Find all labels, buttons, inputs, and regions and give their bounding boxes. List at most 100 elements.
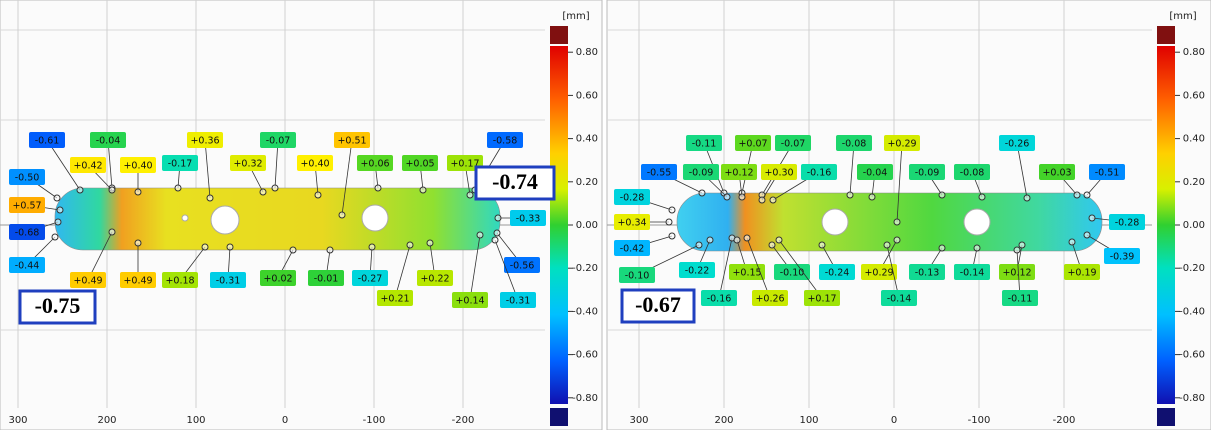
callout-label: +0.29 — [887, 139, 916, 150]
anchor-point — [427, 240, 433, 246]
colorbar-label: 0.00 — [1183, 220, 1205, 231]
colorbar-top — [550, 26, 568, 44]
x-tick-label: 200 — [714, 415, 733, 426]
callout-label: -0.68 — [15, 228, 40, 239]
callout-label: +0.26 — [755, 294, 784, 305]
anchor-point — [1024, 195, 1030, 201]
colorbar-label: -0.60 — [572, 350, 598, 361]
extreme-label: -0.67 — [635, 292, 681, 317]
anchor-point — [869, 194, 875, 200]
anchor-point — [109, 187, 115, 193]
callout-label: -0.13 — [915, 268, 940, 279]
callout-label: +0.22 — [420, 274, 449, 285]
callout-label: +0.17 — [807, 294, 836, 305]
anchor-point — [894, 237, 900, 243]
x-tick-label: 300 — [8, 415, 27, 426]
callout-label: -0.08 — [960, 168, 985, 179]
anchor-point — [55, 219, 61, 225]
callout-label: +0.32 — [233, 159, 262, 170]
callout-label: -0.09 — [915, 168, 940, 179]
colorbar-label: -0.80 — [1179, 393, 1205, 404]
anchor-point — [769, 242, 775, 248]
unit-label: [mm] — [1169, 11, 1196, 22]
callout-label: -0.56 — [510, 261, 535, 272]
anchor-point — [1014, 247, 1020, 253]
anchor-point — [699, 190, 705, 196]
callout-label: -0.24 — [825, 268, 850, 279]
anchor-point — [495, 215, 501, 221]
callout-label: -0.11 — [692, 139, 717, 150]
callout-label: +0.49 — [123, 276, 152, 287]
x-tick-label: 0 — [282, 415, 288, 426]
anchor-point — [492, 237, 498, 243]
anchor-point — [1019, 242, 1025, 248]
callout-label: -0.08 — [842, 139, 867, 150]
anchor-point — [260, 189, 266, 195]
anchor-point — [467, 192, 473, 198]
callout-label: -0.11 — [1008, 294, 1033, 305]
anchor-point — [77, 187, 83, 193]
anchor-point — [54, 195, 60, 201]
callout-label: -0.07 — [266, 136, 291, 147]
hole — [211, 206, 239, 234]
x-tick-label: 200 — [97, 415, 116, 426]
callout-label: -0.55 — [647, 168, 672, 179]
anchor-point — [734, 237, 740, 243]
callout-label: -0.31 — [506, 296, 531, 307]
anchor-point — [696, 242, 702, 248]
anchor-point — [669, 233, 675, 239]
hole — [964, 209, 990, 235]
callout-label: -0.39 — [1110, 252, 1135, 263]
hole — [822, 209, 848, 235]
anchor-point — [52, 234, 58, 240]
callout-label: -0.28 — [1115, 218, 1140, 229]
colorbar-label: 0.20 — [576, 177, 598, 188]
anchor-point — [109, 229, 115, 235]
callout-label: +0.05 — [405, 159, 434, 170]
x-tick-label: -200 — [452, 415, 475, 426]
colorbar-label: 0.60 — [1183, 90, 1205, 101]
anchor-point — [1069, 239, 1075, 245]
anchor-point — [1084, 192, 1090, 198]
callout-label: -0.17 — [168, 159, 193, 170]
anchor-point — [847, 192, 853, 198]
colorbar-label: 0.60 — [576, 90, 598, 101]
anchor-point — [939, 245, 945, 251]
anchor-point — [1089, 215, 1095, 221]
callout-label: -0.51 — [1095, 168, 1120, 179]
callout-label: -0.04 — [96, 136, 121, 147]
colorbar-bottom — [550, 408, 568, 426]
anchor-point — [974, 245, 980, 251]
anchor-point — [407, 242, 413, 248]
callout-label: +0.34 — [617, 218, 646, 229]
x-tick-label: 300 — [629, 415, 648, 426]
anchor-point — [227, 244, 233, 250]
anchor-point — [744, 235, 750, 241]
anchor-point — [375, 185, 381, 191]
anchor-point — [939, 192, 945, 198]
colorbar-label: 0.80 — [576, 47, 598, 58]
anchor-point — [57, 207, 63, 213]
panel: 3002001000-100-200[mm]0.800.600.400.200.… — [0, 0, 602, 430]
callout-label: -0.09 — [689, 168, 714, 179]
anchor-point — [175, 185, 181, 191]
callout-label: +0.15 — [732, 268, 761, 279]
callout-label: -0.07 — [781, 139, 806, 150]
hole — [362, 205, 388, 231]
x-tick-label: 0 — [891, 415, 897, 426]
callout-label: +0.14 — [455, 296, 484, 307]
callout-label: +0.29 — [864, 268, 893, 279]
anchor-point — [770, 197, 776, 203]
colorbar-label: -0.20 — [1179, 263, 1205, 274]
anchor-point — [494, 230, 500, 236]
callout-label: +0.36 — [190, 136, 219, 147]
callout-label: +0.21 — [380, 294, 409, 305]
anchor-point — [477, 232, 483, 238]
callout-label: +0.18 — [165, 276, 194, 287]
anchor-point — [666, 219, 672, 225]
x-tick-label: -100 — [968, 415, 991, 426]
callout-label: -0.04 — [863, 168, 888, 179]
callout-label: -0.01 — [314, 274, 339, 285]
anchor-point — [369, 244, 375, 250]
